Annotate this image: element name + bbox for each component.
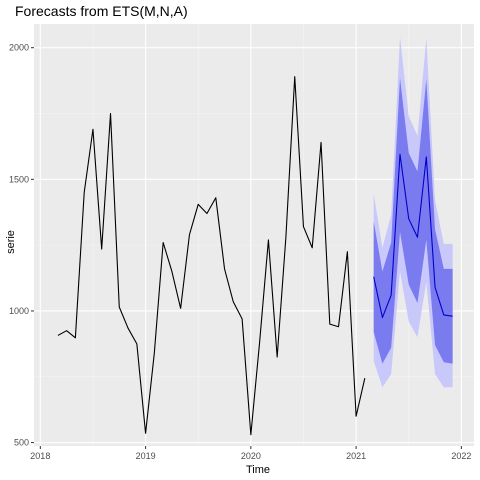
x-tick-label: 2018 (30, 451, 50, 461)
chart-title: Forecasts from ETS(M,N,A) (15, 3, 188, 19)
forecast-line (373, 153, 453, 319)
x-axis-title: Time (246, 464, 270, 476)
y-axis-title: serie (5, 230, 17, 254)
x-axis: 2018 2019 2020 2021 2022 (30, 446, 471, 461)
history-line (57, 76, 366, 436)
interval-80-band (373, 77, 453, 364)
prediction-intervals (373, 37, 453, 388)
y-axis: 500 1000 1500 2000 (9, 43, 34, 448)
x-tick-label: 2019 (136, 451, 156, 461)
series-lines (57, 76, 453, 436)
y-tick-label: 2000 (9, 43, 29, 53)
y-tick-label: 1500 (9, 174, 29, 184)
y-tick-label: 1000 (9, 306, 29, 316)
x-tick-label: 2022 (451, 451, 471, 461)
x-tick-label: 2021 (346, 451, 366, 461)
x-tick-label: 2020 (241, 451, 261, 461)
y-tick-label: 500 (14, 438, 29, 448)
